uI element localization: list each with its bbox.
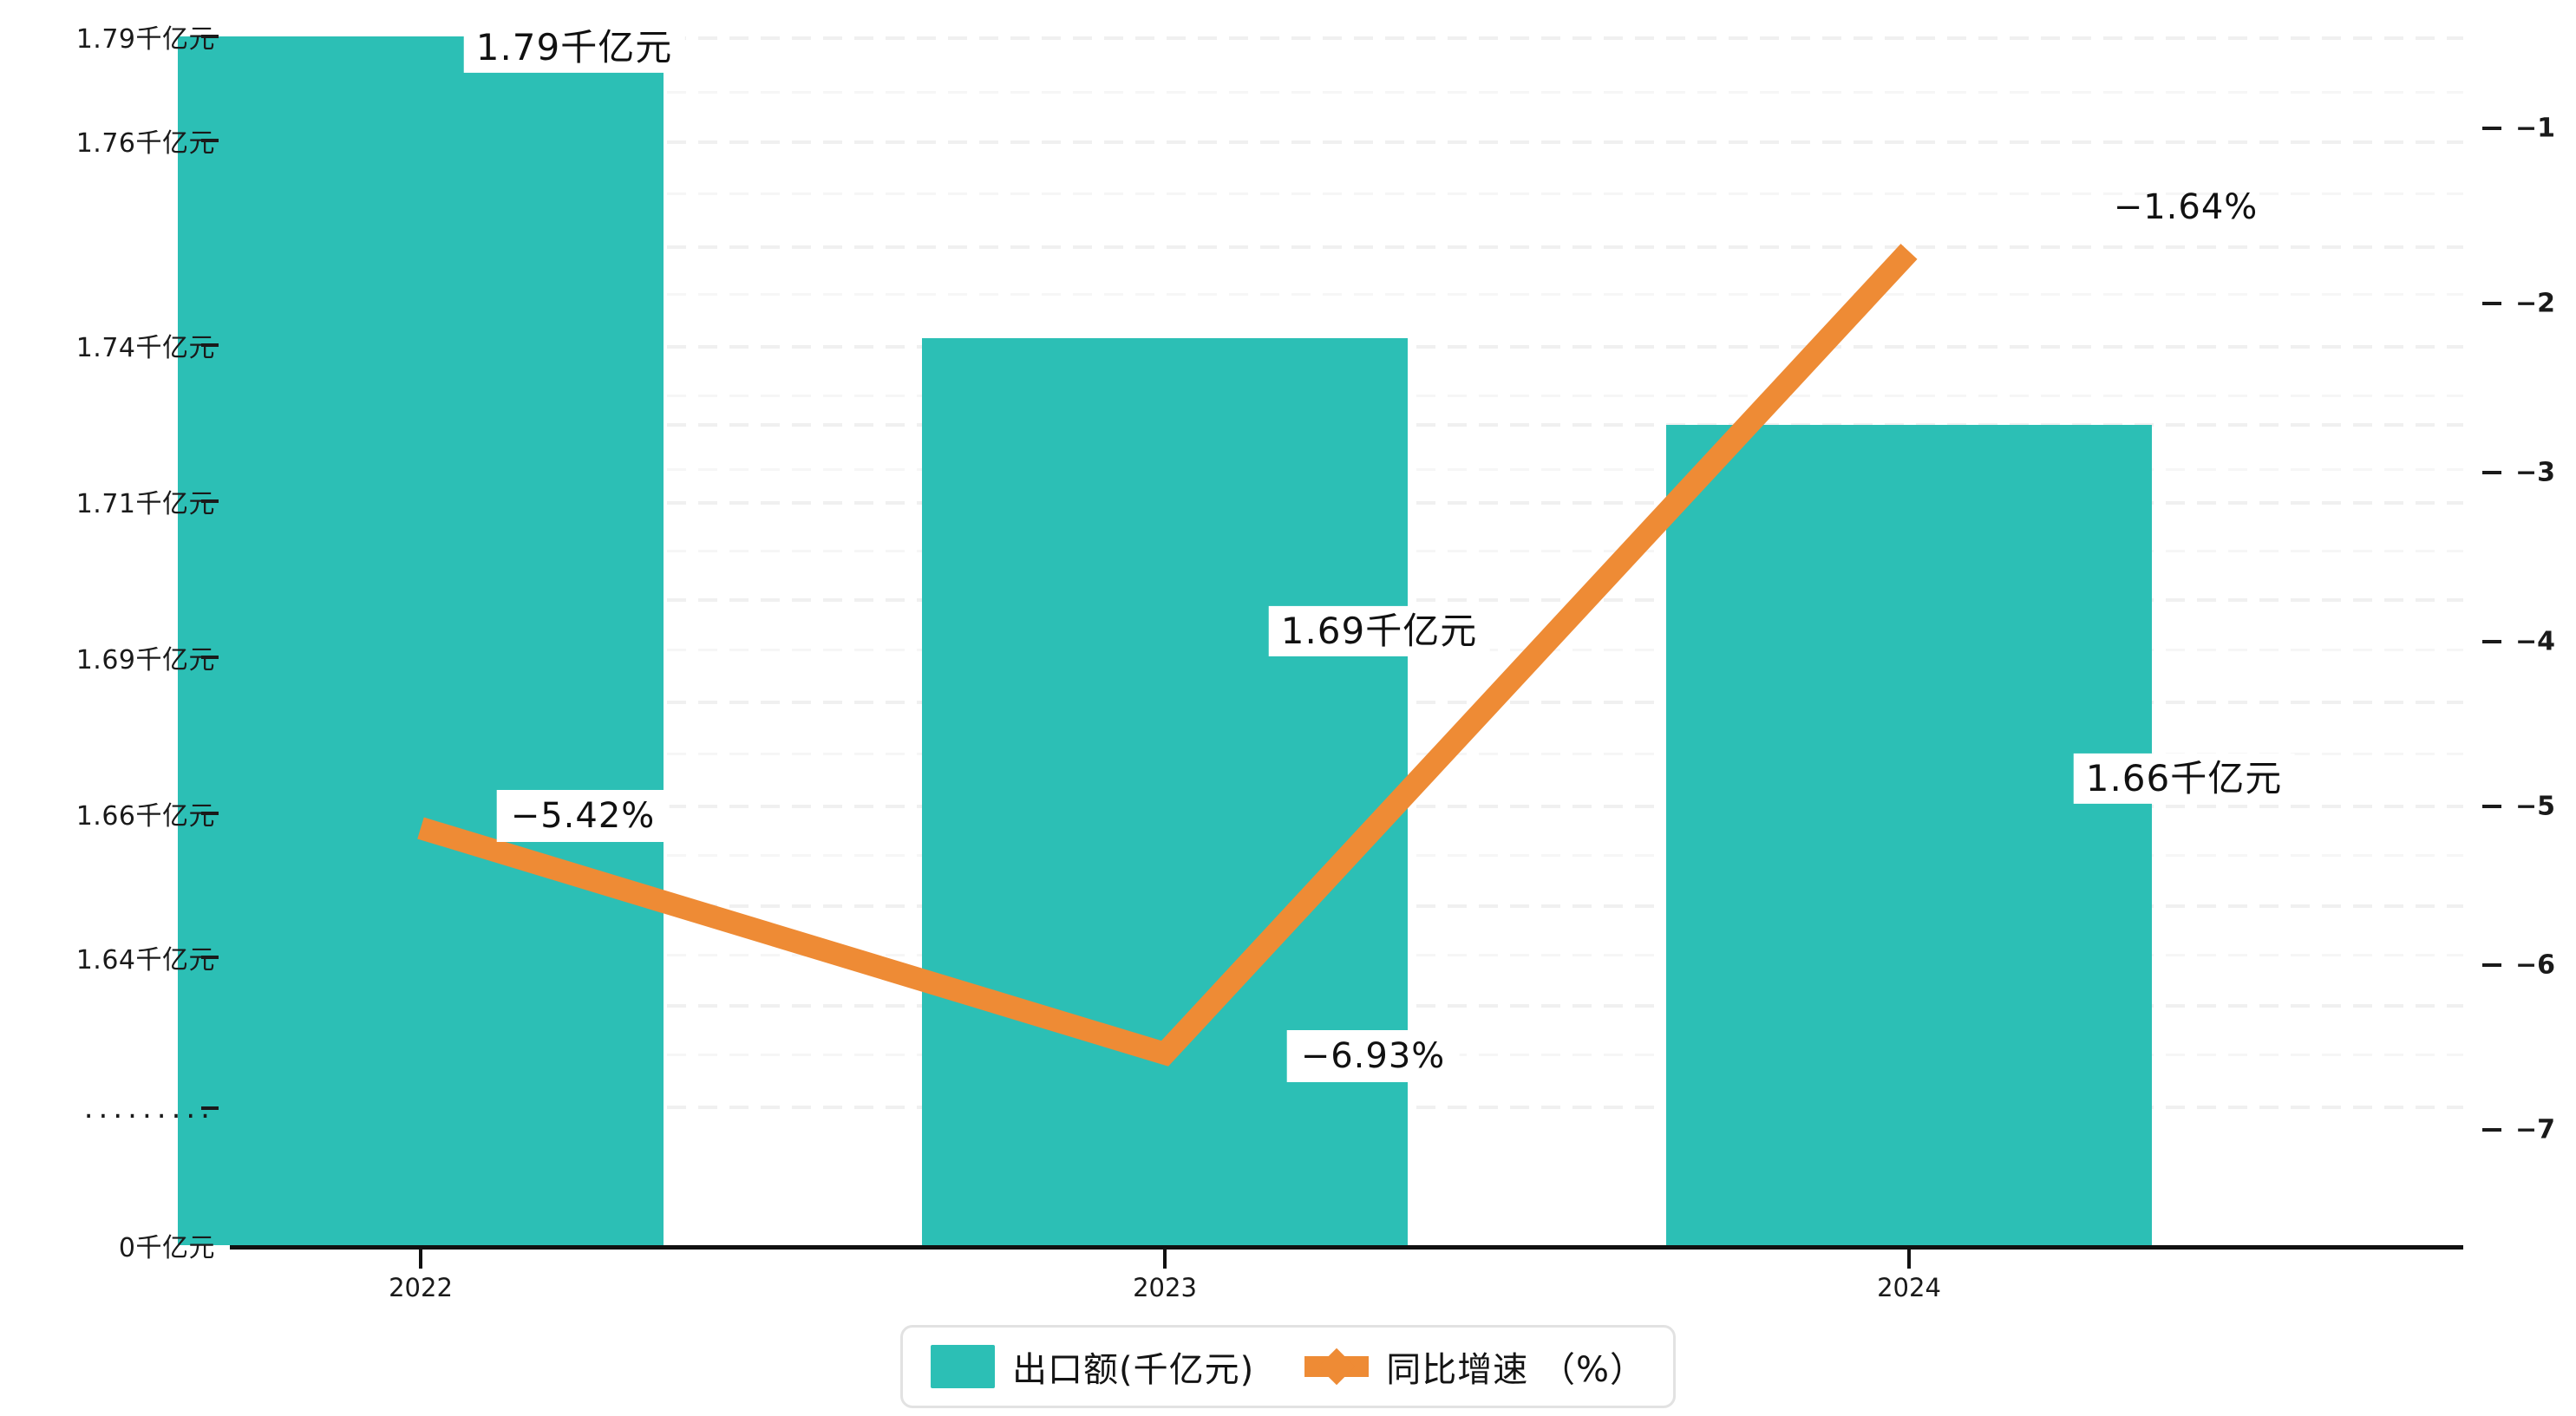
gridline	[230, 140, 2463, 144]
legend-item-export-value[interactable]: 出口额(千亿元)	[931, 1341, 1254, 1392]
y-axis-left-tick-label: 1.74千亿元	[75, 333, 215, 363]
y-axis-right-tick-label: −1	[2515, 113, 2556, 144]
y-axis-left-tick-label: 1.76千亿元	[75, 128, 215, 159]
x-axis-tick	[1163, 1250, 1167, 1269]
x-axis-tick	[1907, 1250, 1911, 1269]
y-axis-right-tick-label: −6	[2515, 949, 2556, 981]
y-axis-right-tick-label: −3	[2515, 457, 2556, 488]
x-axis-label-2023: 2023	[1133, 1273, 1197, 1302]
y-axis-left-tick-label: 1.71千亿元	[75, 489, 215, 519]
y-axis-right-tick	[2482, 302, 2501, 305]
line-value-label-2024: −1.64%	[2113, 187, 2259, 227]
y-axis-right-tick	[2482, 640, 2501, 643]
y-axis-left-tick	[201, 812, 219, 815]
y-axis-right-tick	[2482, 1128, 2501, 1132]
x-axis-label-2024: 2024	[1877, 1273, 1941, 1302]
legend-item-growth-rate[interactable]: 同比增速 （%）	[1304, 1341, 1645, 1392]
chart-legend: 出口额(千亿元) 同比增速 （%）	[900, 1325, 1676, 1408]
y-axis-left-tick-label: 1.66千亿元	[75, 801, 215, 832]
y-axis-left-tick	[201, 139, 219, 142]
y-axis-right-tick-label: −7	[2515, 1114, 2556, 1145]
y-axis-left-tick-label-placeholder: .........	[83, 1091, 215, 1126]
y-axis-right-tick-label: −5	[2515, 791, 2556, 822]
y-axis-right-tick-label: −4	[2515, 626, 2556, 657]
y-axis-left-tick	[201, 343, 219, 347]
bar-value-label-2022: 1.79千亿元	[463, 22, 685, 74]
legend-label-export-value: 出口额(千亿元)	[1012, 1350, 1255, 1390]
gridline-minor	[230, 192, 2463, 195]
y-axis-right-tick-label: −2	[2515, 288, 2556, 319]
bar-2024[interactable]	[1666, 425, 2152, 1245]
bar-value-label-2024: 1.66千亿元	[2073, 753, 2295, 805]
y-axis-left-tick-label: 0千亿元	[118, 1233, 215, 1263]
legend-line-marker-icon	[1304, 1345, 1370, 1388]
line-value-label-2023: −6.93%	[1286, 1030, 1460, 1082]
bar-value-label-2023: 1.69千亿元	[1268, 605, 1490, 657]
y-axis-left-tick-label: 1.79千亿元	[75, 24, 215, 55]
gridline-minor	[230, 91, 2463, 94]
gridline	[230, 36, 2463, 40]
x-axis-tick	[419, 1250, 422, 1269]
x-axis-line	[230, 1245, 2463, 1250]
line-value-label-2022: −5.42%	[496, 790, 670, 842]
y-axis-left-tick	[201, 499, 219, 503]
y-axis-right-tick	[2482, 127, 2501, 130]
y-axis-right-tick	[2482, 471, 2501, 474]
x-axis-label-2022: 2022	[389, 1273, 453, 1302]
y-axis-left-tick-label: 1.64千亿元	[75, 945, 215, 976]
y-axis-left-tick	[201, 656, 219, 659]
y-axis-left-tick	[201, 1106, 219, 1110]
bar-2022[interactable]	[178, 36, 664, 1245]
y-axis-left-tick	[201, 35, 219, 38]
legend-bar-swatch-icon	[931, 1345, 996, 1388]
y-axis-right-tick	[2482, 963, 2501, 967]
y-axis-right-tick	[2482, 805, 2501, 808]
bar-2023[interactable]	[922, 338, 1408, 1245]
y-axis-left-tick-label: 1.69千亿元	[75, 645, 215, 675]
y-axis-left-tick	[201, 956, 219, 959]
legend-label-growth-rate: 同比增速 （%）	[1386, 1350, 1645, 1390]
